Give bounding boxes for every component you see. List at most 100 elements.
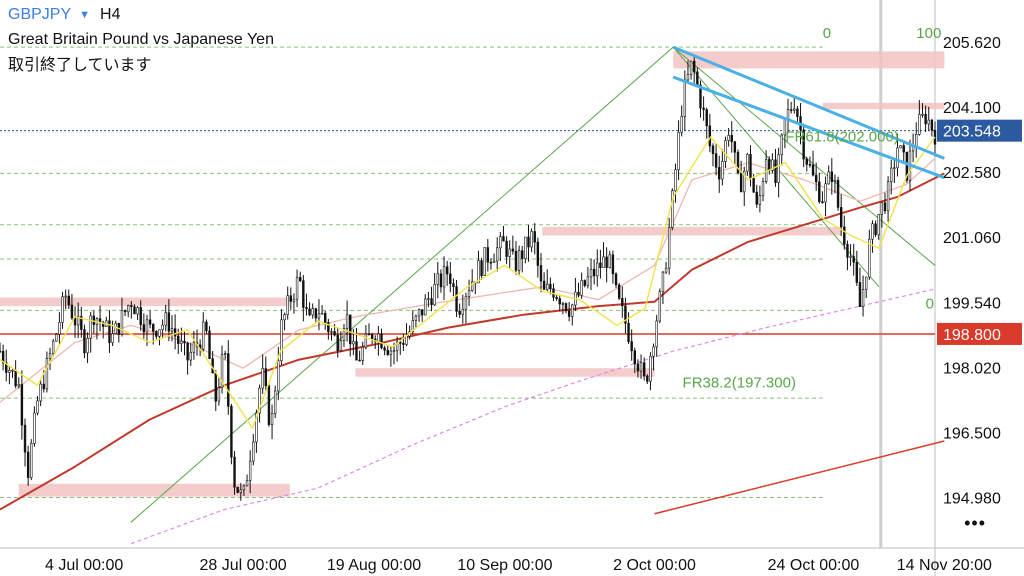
candle-body [811,164,815,176]
candle-body [614,273,618,286]
candle-body [496,247,499,262]
symbol-row[interactable]: GBPJPY ▼ H4 [8,6,120,24]
candle-body [711,145,715,155]
candle-body [370,334,374,340]
candle-body [589,268,593,278]
candle-body [586,276,590,286]
candle-body [155,331,158,337]
candle-body [1,350,5,364]
candle-body [64,295,67,298]
candle-body [902,145,905,153]
candle-body [868,238,871,278]
candle-body [724,140,727,162]
symbol-label[interactable]: GBPJPY [8,6,72,23]
candle-body [83,329,86,354]
candle-body [752,177,755,193]
candle-body [564,303,568,312]
candle-body [130,305,133,308]
candle-body [890,167,893,183]
candle-body [280,319,283,362]
candle-body [186,342,189,361]
candle-body [708,125,712,147]
candle-body [596,262,599,277]
candle-body [755,191,758,205]
y-tick-label: 196.500 [943,425,1001,442]
candle-body [33,412,36,444]
candle-body [452,283,455,287]
candle-body [395,341,399,351]
candle-body [308,308,311,316]
candle-body [273,390,277,414]
candle-body [317,313,321,319]
candle-body [861,289,865,307]
candle-body [299,277,302,282]
candle-body [630,341,633,352]
candle-body [127,305,130,313]
candle-body [76,316,80,326]
candle-body [680,116,683,133]
candle-body [367,333,371,336]
candle-body [877,214,880,236]
candle-body [402,342,405,345]
candle-body [258,387,261,414]
candle-body [433,284,436,306]
red-level-badge-bg [937,322,1022,345]
candle-body [123,310,127,313]
candle-body [830,171,834,182]
candle-body [721,161,724,180]
more-options-icon[interactable]: ••• [964,513,986,533]
candle-body [730,135,733,142]
candle-body [164,312,167,326]
candle-body [330,331,333,333]
candle-body [245,480,249,487]
supply-demand-zone [18,483,290,497]
candle-body [8,370,11,373]
candle-body [661,271,665,292]
dropdown-caret-icon[interactable]: ▼ [79,9,91,21]
candle-body [486,247,490,263]
trend-line [654,440,945,515]
trend-line [672,45,945,160]
candle-body [458,310,461,315]
candle-body [483,247,486,276]
candle-body [896,147,899,169]
candle-body [739,172,743,193]
candle-body [521,250,524,259]
candle-body [549,283,552,290]
candle-body [802,129,805,160]
candle-body [173,328,177,337]
candle-body [517,250,521,271]
candle-body [880,202,884,215]
candle-body [42,383,45,390]
candle-body [5,362,8,373]
candle-body [177,335,180,344]
market-status: 取引終了しています [8,57,152,74]
candle-body [73,317,77,326]
candle-body [808,164,812,166]
candle-body [624,305,627,324]
current-price-badge-bg [937,119,1022,142]
candle-body [527,236,530,248]
candle-body [539,265,543,282]
candle-body [577,291,580,296]
candle-body [264,368,268,387]
candle-body [61,296,64,323]
timeframe-label[interactable]: H4 [100,6,121,23]
candle-body [924,113,927,125]
candle-body [345,314,349,329]
candle-body [36,400,39,414]
candle-body [320,312,324,315]
candle-body [852,256,855,263]
candle-body [20,384,24,426]
x-tick-label: 19 Aug 00:00 [327,557,421,574]
candle-body [492,260,496,263]
candle-body [855,261,859,283]
candle-body [658,291,662,322]
candle-body [427,298,430,300]
candle-body [536,241,540,266]
candle-body [824,183,827,203]
candle-body [242,485,246,491]
candle-body [333,331,336,336]
